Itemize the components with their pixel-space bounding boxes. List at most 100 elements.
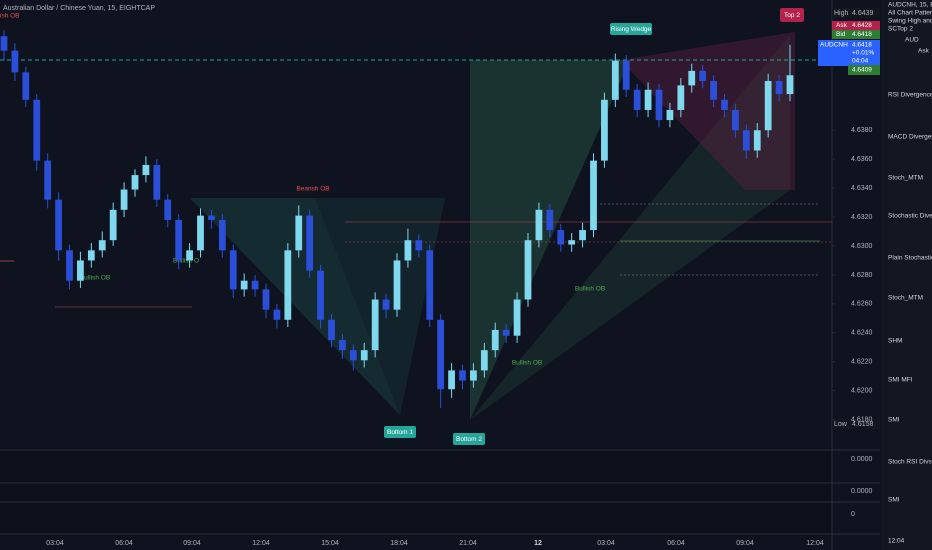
sidebar-label: Ask xyxy=(918,48,930,55)
sidebar-label: Plain Stochastic D xyxy=(888,255,932,262)
y-tick-label: 4.6360 xyxy=(851,156,873,163)
x-tick-label: 03:04 xyxy=(597,540,615,547)
tag-label: Ask xyxy=(836,22,848,29)
annotation: Bearish OB xyxy=(296,186,329,193)
annotation-box xyxy=(780,8,804,22)
annotation: Bottom 1 xyxy=(387,429,413,436)
candle-body xyxy=(44,160,52,200)
candle-body xyxy=(655,89,663,121)
annotation: Rising Wedge xyxy=(611,26,652,33)
candle-body xyxy=(142,164,150,176)
y-tick-label: 4.6220 xyxy=(851,359,873,366)
sidebar-label: SHM xyxy=(888,338,902,345)
candle-body xyxy=(633,89,641,110)
candle-body xyxy=(11,50,19,73)
candle-body xyxy=(240,280,248,290)
candle-body xyxy=(251,280,259,290)
pattern-fill xyxy=(190,198,400,415)
annotation: ish OB xyxy=(0,13,20,20)
sidebar-label: 12:04 xyxy=(888,538,905,545)
candle-body xyxy=(415,240,423,251)
tag-label: Bid xyxy=(836,31,846,38)
tag-value: 4.6439 xyxy=(852,10,874,17)
annotation-box xyxy=(453,433,485,445)
annotation: Top 2 xyxy=(784,12,800,19)
candle-body xyxy=(55,199,62,251)
tag-box xyxy=(832,419,880,429)
price-tags: High 4.6439 Ask 4.6428 Bid 4.6418 AUDCNH… xyxy=(818,8,880,429)
candle-body xyxy=(579,230,586,241)
annotation: Bullish OB xyxy=(80,275,110,282)
candle-body xyxy=(120,189,128,210)
x-tick-label: 15:04 xyxy=(321,540,339,547)
candle-body xyxy=(666,109,674,121)
candle-body xyxy=(601,99,608,161)
pane-label: 0.0000 xyxy=(851,456,873,463)
candle-body xyxy=(426,250,434,320)
tag-box xyxy=(832,30,880,39)
tag-change: +0.01% xyxy=(852,50,874,57)
sidebar-label: MACD Divergenc xyxy=(888,134,932,141)
chart-title: Australian Dollar / Chinese Yuan, 15, EI… xyxy=(3,5,155,12)
candle-body xyxy=(0,36,8,51)
sidebar xyxy=(881,0,932,550)
candle-body xyxy=(306,215,314,271)
candle-body xyxy=(513,299,521,336)
x-tick-label: 12:04 xyxy=(252,540,270,547)
candle-body xyxy=(229,250,237,290)
x-tick-label: 09:04 xyxy=(183,540,201,547)
y-tick-label: 4.6320 xyxy=(851,214,873,221)
tag-value: 4.6409 xyxy=(852,67,872,74)
candle-body xyxy=(317,270,324,320)
y-tick-label: 4.6180 xyxy=(851,416,873,423)
tag-value: 4.6158 xyxy=(852,421,874,428)
y-tick-label: 4.6380 xyxy=(851,127,873,134)
x-tick-label: 21:04 xyxy=(459,540,477,547)
candle-body xyxy=(775,81,783,95)
candle-body xyxy=(22,72,30,100)
candle-body xyxy=(524,240,532,300)
sidebar-label: All Chart Pattern xyxy=(888,10,932,17)
tag-box xyxy=(832,21,880,30)
pattern-fill xyxy=(315,198,445,415)
sidebar-label: RSI Divergence In xyxy=(888,92,932,99)
sidebar-label: Stochastic Diverg xyxy=(888,213,932,220)
x-tick-label: 06:04 xyxy=(115,540,133,547)
candle-body xyxy=(295,215,303,251)
x-tick-label: 12:04 xyxy=(806,540,824,547)
candle-body xyxy=(131,175,139,190)
candle-body xyxy=(109,209,117,241)
candle-body xyxy=(590,160,597,231)
annotation-box xyxy=(610,23,652,35)
candle-body xyxy=(786,75,794,95)
sidebar-label: Stoch_MTM xyxy=(888,175,923,182)
tag-countdown: 04:04 xyxy=(852,58,869,65)
tag-label: High xyxy=(834,10,849,17)
sidebar-label: Swing High and Lo xyxy=(888,18,932,25)
y-tick-label: 4.6280 xyxy=(851,272,873,279)
candle-body xyxy=(644,89,652,110)
annotation: Bullish OB xyxy=(512,360,542,367)
y-tick-label: 4.6300 xyxy=(851,243,873,250)
candle-body xyxy=(33,99,41,161)
sidebar-label: Stoch RSI Divs xyxy=(888,459,932,466)
candle-body xyxy=(393,260,401,310)
candle-body xyxy=(382,299,390,310)
candle-body xyxy=(371,299,379,351)
candle-body xyxy=(339,340,346,351)
candle-body xyxy=(459,370,466,381)
candle-body xyxy=(480,350,488,371)
candle-body xyxy=(208,215,215,220)
candle-body xyxy=(273,309,281,320)
candle-body xyxy=(470,370,477,381)
sidebar-label: SMI MFI xyxy=(888,377,913,384)
sidebar-label: AUD xyxy=(905,37,919,44)
tag-box xyxy=(848,65,880,75)
candle-body xyxy=(284,250,292,320)
tag-label: Low xyxy=(834,421,848,428)
candle-body xyxy=(98,240,106,251)
candle-body xyxy=(360,350,368,361)
candle-body xyxy=(611,60,619,100)
candle-body xyxy=(164,199,172,220)
